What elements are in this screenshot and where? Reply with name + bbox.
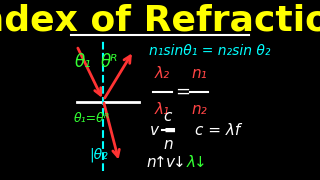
Text: v: v [166,155,175,170]
Text: ↑: ↑ [154,155,166,170]
Text: λ₂: λ₂ [155,66,170,81]
Text: n: n [163,137,173,152]
Text: v =: v = [150,123,177,138]
Text: θ₁=θᴿ: θ₁=θᴿ [74,112,110,125]
Text: ↓: ↓ [194,155,206,170]
Text: n₁: n₁ [191,66,207,81]
Text: θ₁: θ₁ [75,53,91,71]
Text: c = λf: c = λf [196,123,241,138]
Text: n₁sinθ₁ = n₂sin θ₂: n₁sinθ₁ = n₂sin θ₂ [149,44,271,58]
Text: λ₁: λ₁ [155,102,170,117]
Text: n₂: n₂ [191,102,207,117]
Text: |θ₂: |θ₂ [89,148,108,163]
Text: λ: λ [187,155,196,170]
Text: ↓: ↓ [173,155,186,170]
Text: Index of Refraction: Index of Refraction [0,4,320,38]
Text: θᴿ: θᴿ [101,53,118,71]
Text: n: n [146,155,156,170]
Text: =: = [176,83,190,101]
Text: c: c [164,109,172,124]
